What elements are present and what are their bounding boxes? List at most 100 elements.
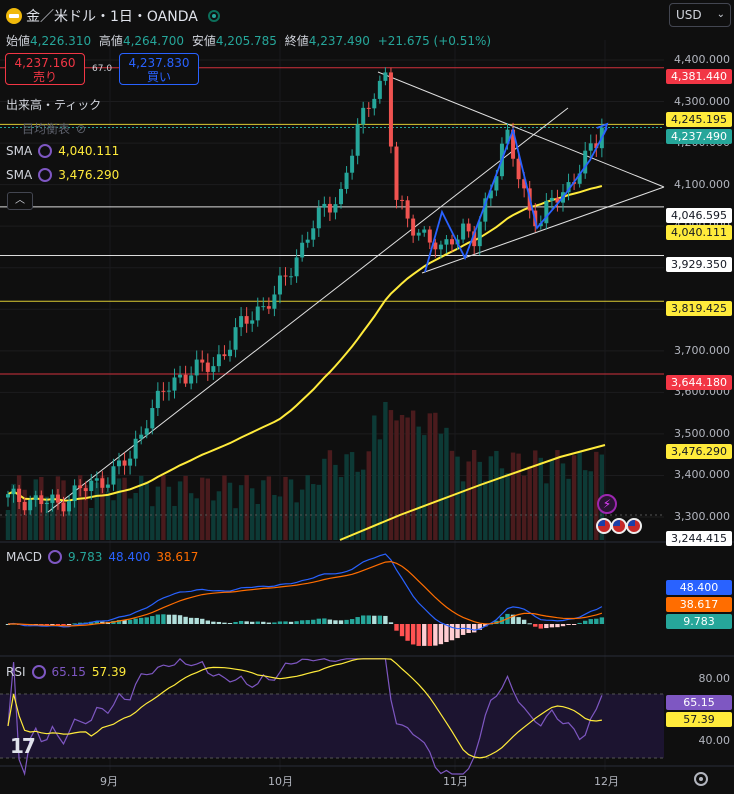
macd-legend[interactable]: MACD 9.783 48.400 38.617 — [6, 550, 198, 564]
candle-body — [444, 239, 449, 245]
candle-body — [411, 218, 416, 236]
candle-body — [350, 155, 355, 173]
volume-bars — [5, 402, 605, 540]
candle-body — [566, 182, 571, 193]
buy-button[interactable]: 4,237.830 買い — [119, 53, 199, 85]
collapse-legend-button[interactable]: ︿ — [7, 192, 33, 210]
candle-body — [289, 276, 294, 278]
candle-body — [394, 146, 399, 200]
rsi-label: RSI — [6, 665, 26, 679]
macd-histogram-bar — [166, 614, 172, 624]
volume-bar — [172, 505, 177, 540]
macd-histogram-bar — [399, 624, 405, 637]
volume-bar — [28, 502, 33, 540]
gear-icon[interactable] — [694, 772, 708, 786]
macd-histogram-bar — [533, 624, 538, 627]
volume-bar — [410, 410, 416, 540]
indicator-settings-icon[interactable] — [47, 550, 62, 564]
candle-body — [305, 239, 310, 243]
rsi-legend[interactable]: RSI 65.15 57.39 — [6, 665, 126, 679]
volume-bar — [505, 473, 510, 540]
macd-histogram-bar — [299, 620, 305, 624]
macd-histogram-bar — [455, 624, 460, 639]
candle-body — [83, 488, 88, 492]
macd-histogram-bar — [322, 618, 327, 624]
volume-bar — [533, 450, 538, 540]
volume-bar — [394, 420, 399, 540]
rsi-value: 65.15 — [51, 665, 86, 679]
candle-body — [128, 458, 133, 466]
lightning-event-icon[interactable]: ⚡ — [597, 494, 617, 514]
price-tick-label: 3,500.000 — [674, 426, 730, 440]
macd-histogram-bar — [238, 620, 244, 624]
candle-body — [194, 359, 199, 376]
eye-off-icon[interactable]: ⊘ — [76, 121, 87, 136]
volume-bar — [127, 498, 133, 540]
indicator-settings-icon[interactable] — [31, 665, 46, 679]
candle-body — [17, 488, 22, 502]
macd-histogram-bar — [194, 617, 199, 624]
macd-histogram-bar — [316, 618, 321, 624]
macd-histogram-bar — [599, 617, 605, 624]
volume-bar — [83, 485, 88, 540]
volume-bar — [44, 496, 50, 540]
us-flag-event-icon[interactable] — [611, 518, 627, 534]
sma-slow-legend[interactable]: SMA 3,476.290 — [6, 168, 119, 182]
market-open-icon — [207, 10, 220, 22]
volume-indicator-legend[interactable]: 出来高・ティック — [6, 96, 101, 113]
triangle-lower-line — [421, 186, 665, 274]
macd-histogram-bar — [311, 619, 316, 624]
indicator-settings-icon[interactable] — [38, 144, 53, 158]
volume-bar — [438, 433, 444, 540]
sma-fast-legend[interactable]: SMA 4,040.111 — [6, 144, 119, 158]
macd-histogram-bar — [116, 620, 122, 624]
candle-body — [89, 480, 94, 492]
candle-body — [388, 72, 393, 147]
macd-histogram-bar — [150, 616, 155, 624]
volume-bar — [194, 498, 199, 540]
macd-histogram-bar — [127, 619, 133, 624]
volume-bar — [472, 450, 477, 540]
candle-body — [39, 495, 44, 505]
time-tick-label: 11月 — [443, 775, 468, 788]
volume-bar — [361, 469, 366, 540]
volume-bar — [355, 471, 360, 540]
low-label: 安値 — [191, 34, 216, 48]
price-tick-label: 4,300.000 — [674, 94, 730, 108]
price-tag: 3,644.180 — [666, 375, 732, 390]
macd-histogram-bar — [449, 624, 455, 641]
candle-body — [178, 374, 183, 378]
symbol-title-row[interactable]: 金／米ドル・1日・OANDA — [6, 6, 220, 26]
macd-histogram-bar — [383, 615, 388, 624]
volume-bar — [233, 508, 238, 540]
macd-histogram-bar — [388, 622, 394, 624]
price-tag: 4,040.111 — [666, 225, 732, 240]
price-tag: 3,476.290 — [666, 444, 732, 459]
macd-histogram-bar — [266, 622, 272, 624]
indicator-settings-icon[interactable] — [38, 168, 53, 182]
ichimoku-legend-hidden[interactable]: 目均衡表 ⊘ — [22, 120, 86, 137]
volume-bar — [299, 489, 305, 540]
currency-select[interactable]: USD ⌄ — [669, 3, 731, 27]
volume-bar — [460, 481, 466, 540]
time-tick-label: 10月 — [268, 775, 293, 788]
candle-body — [400, 199, 405, 201]
candle-body — [366, 107, 371, 109]
volume-bar — [305, 475, 310, 540]
candle-body — [494, 176, 499, 191]
candle-body — [283, 275, 288, 277]
macd-histogram-bar — [405, 624, 410, 641]
macd-histogram-bar — [521, 619, 527, 624]
volume-bar — [311, 484, 316, 540]
us-flag-event-icon[interactable] — [596, 518, 612, 534]
macd-histogram-bar — [305, 620, 310, 624]
macd-histogram-bar — [172, 614, 177, 624]
sell-button[interactable]: 4,237.160 売り — [5, 53, 85, 85]
us-flag-event-icon[interactable] — [626, 518, 642, 534]
candle-body — [244, 316, 249, 324]
candle-body — [405, 200, 410, 219]
candle-body — [122, 460, 127, 466]
candle-body — [549, 197, 554, 201]
candle-body — [266, 306, 271, 309]
